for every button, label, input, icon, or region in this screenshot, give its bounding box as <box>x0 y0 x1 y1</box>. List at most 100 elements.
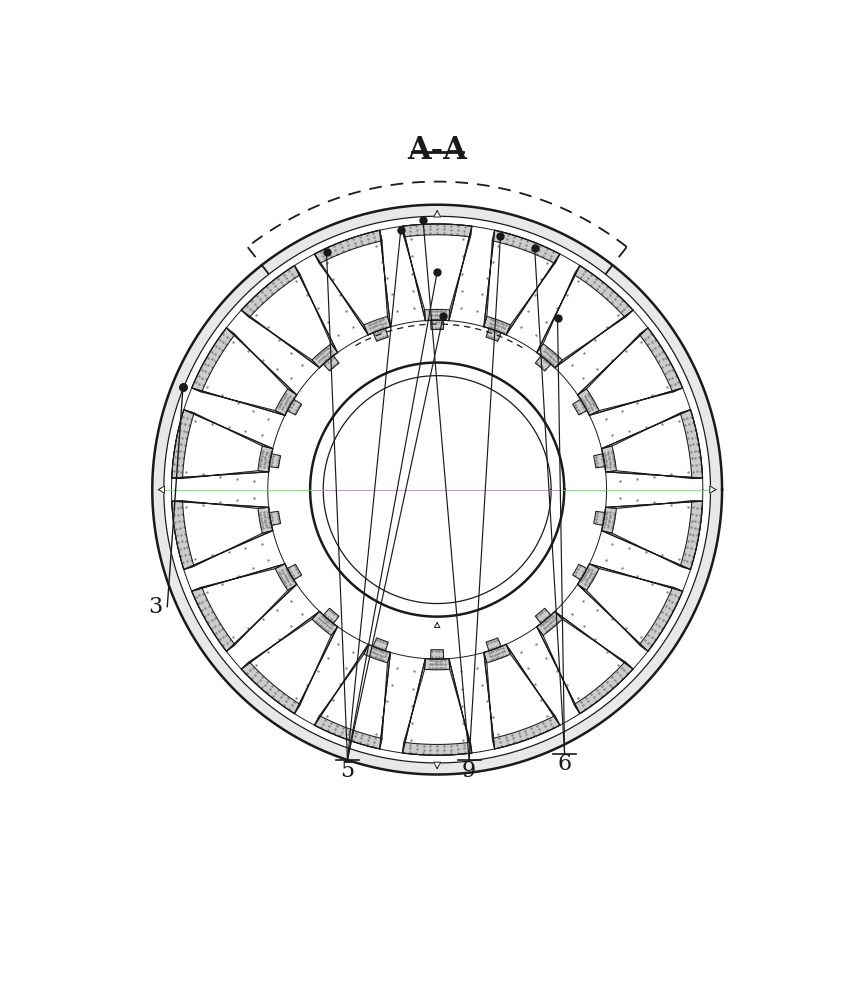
Polygon shape <box>593 511 604 525</box>
Polygon shape <box>483 230 559 335</box>
Polygon shape <box>226 584 296 651</box>
Polygon shape <box>505 254 559 335</box>
Polygon shape <box>535 608 550 623</box>
Polygon shape <box>158 486 164 493</box>
Polygon shape <box>573 662 632 714</box>
Text: 5: 5 <box>340 760 354 782</box>
Polygon shape <box>589 564 682 591</box>
Polygon shape <box>241 662 300 714</box>
Polygon shape <box>424 309 449 321</box>
Polygon shape <box>433 211 440 217</box>
Polygon shape <box>241 266 337 368</box>
Text: 6: 6 <box>557 753 571 775</box>
Polygon shape <box>424 659 449 670</box>
Polygon shape <box>171 410 194 478</box>
Polygon shape <box>294 627 337 714</box>
Polygon shape <box>183 531 273 569</box>
Polygon shape <box>505 644 559 725</box>
Polygon shape <box>192 388 285 415</box>
Polygon shape <box>433 762 440 768</box>
Polygon shape <box>679 501 702 569</box>
Polygon shape <box>379 652 390 749</box>
Text: 3: 3 <box>147 596 162 618</box>
Polygon shape <box>536 611 561 635</box>
Polygon shape <box>192 587 234 651</box>
Polygon shape <box>171 501 273 569</box>
Polygon shape <box>593 454 604 468</box>
Polygon shape <box>323 356 338 371</box>
Polygon shape <box>589 388 682 415</box>
Polygon shape <box>241 310 320 368</box>
Polygon shape <box>312 611 337 635</box>
Polygon shape <box>287 564 302 580</box>
Polygon shape <box>483 644 509 663</box>
Circle shape <box>153 205 721 774</box>
Polygon shape <box>192 328 234 392</box>
Polygon shape <box>364 316 390 335</box>
Polygon shape <box>535 356 550 371</box>
Polygon shape <box>379 230 390 327</box>
Polygon shape <box>269 511 280 525</box>
Polygon shape <box>536 627 579 714</box>
Polygon shape <box>554 611 632 669</box>
Polygon shape <box>430 650 443 659</box>
Polygon shape <box>275 389 296 415</box>
Polygon shape <box>709 486 715 493</box>
Circle shape <box>164 216 710 763</box>
Polygon shape <box>486 638 501 651</box>
Polygon shape <box>601 501 702 569</box>
Polygon shape <box>605 471 702 478</box>
Polygon shape <box>314 254 368 335</box>
Polygon shape <box>434 623 440 627</box>
Polygon shape <box>601 410 690 449</box>
Polygon shape <box>323 608 338 623</box>
Polygon shape <box>192 564 285 591</box>
Polygon shape <box>601 507 616 533</box>
Polygon shape <box>639 328 682 392</box>
Polygon shape <box>572 564 586 580</box>
Polygon shape <box>577 564 598 590</box>
Polygon shape <box>226 328 296 395</box>
Polygon shape <box>269 454 280 468</box>
Polygon shape <box>601 446 616 472</box>
Polygon shape <box>241 611 337 714</box>
Polygon shape <box>372 638 388 651</box>
Polygon shape <box>639 587 682 651</box>
Polygon shape <box>492 230 559 264</box>
Polygon shape <box>171 410 273 478</box>
Polygon shape <box>577 328 648 395</box>
Polygon shape <box>486 328 501 341</box>
Polygon shape <box>679 410 702 478</box>
Polygon shape <box>171 471 268 478</box>
Polygon shape <box>192 328 296 415</box>
Polygon shape <box>402 659 471 755</box>
Polygon shape <box>577 584 648 651</box>
Polygon shape <box>402 226 425 321</box>
Polygon shape <box>577 564 682 651</box>
Polygon shape <box>192 564 296 651</box>
Polygon shape <box>314 230 382 264</box>
Polygon shape <box>402 742 471 755</box>
Polygon shape <box>577 389 598 415</box>
Polygon shape <box>402 224 471 237</box>
Polygon shape <box>314 230 390 335</box>
Polygon shape <box>171 501 194 569</box>
Text: 9: 9 <box>462 760 475 782</box>
Polygon shape <box>573 266 632 317</box>
Polygon shape <box>536 266 579 353</box>
Polygon shape <box>287 399 302 415</box>
Polygon shape <box>312 344 337 368</box>
Polygon shape <box>402 659 425 753</box>
Polygon shape <box>372 328 388 341</box>
Polygon shape <box>257 446 273 472</box>
Polygon shape <box>577 328 682 415</box>
Polygon shape <box>430 320 443 330</box>
Polygon shape <box>402 224 471 321</box>
Polygon shape <box>536 344 561 368</box>
Polygon shape <box>448 659 471 753</box>
Polygon shape <box>536 266 632 368</box>
Polygon shape <box>364 644 390 663</box>
Polygon shape <box>601 410 702 478</box>
Polygon shape <box>257 507 273 533</box>
Polygon shape <box>536 611 632 714</box>
